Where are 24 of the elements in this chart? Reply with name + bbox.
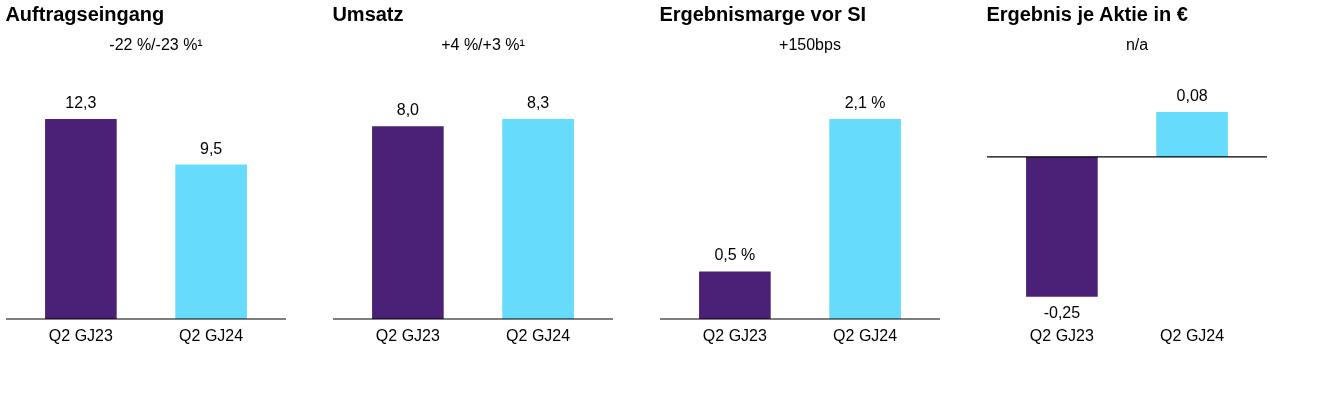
data-label: 0,08 — [1176, 87, 1208, 105]
text: +4 %/+3 %¹ — [441, 36, 525, 53]
chart-title: Ergebnis je Aktie in € — [986, 3, 1188, 25]
x-tick-label: Q2 GJ24 — [506, 326, 571, 344]
data-label: 8,3 — [526, 94, 550, 111]
x-tick-label: Q2 GJ23 — [1029, 326, 1094, 344]
data-label: 12,3 — [65, 94, 97, 111]
text: +150bps — [779, 36, 841, 53]
data-label: 9,5 — [199, 139, 223, 157]
chart-title: Auftragseingang — [5, 3, 165, 25]
text: -22 %/-23 %¹ — [109, 36, 203, 53]
text: n/a — [1125, 36, 1149, 53]
chart-title: Umsatz — [332, 3, 404, 25]
data-label: 2,1 % — [844, 94, 886, 111]
x-tick-label: Q2 GJ24 — [833, 326, 898, 344]
data-label: 8,0 — [396, 101, 420, 119]
data-label: -0,25 — [1043, 303, 1081, 321]
x-tick-label: Q2 GJ24 — [1160, 326, 1225, 344]
x-tick-label: Q2 GJ24 — [179, 326, 244, 344]
x-tick-label: Q2 GJ23 — [48, 326, 113, 344]
x-tick-label: Q2 GJ23 — [375, 326, 440, 344]
chart-title: Ergebnismarge vor SI — [659, 3, 867, 25]
data-label: 0,5 % — [714, 246, 756, 264]
x-tick-label: Q2 GJ23 — [702, 326, 767, 344]
